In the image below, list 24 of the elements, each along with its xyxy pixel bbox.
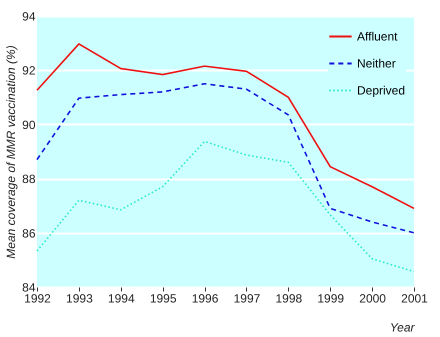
- x-tick-label: 1992: [24, 292, 52, 306]
- y-tick-label: 90: [22, 118, 36, 132]
- x-tick-label: 1996: [192, 292, 219, 306]
- x-tick-label: 2000: [359, 292, 386, 306]
- y-tick-label: 84: [22, 280, 36, 294]
- x-tick-label: 2001: [401, 292, 428, 306]
- y-tick-label: 86: [22, 226, 36, 240]
- line-series: [36, 140, 415, 272]
- x-tick-label: 1993: [66, 292, 94, 306]
- x-axis-title: Year: [390, 320, 416, 334]
- x-tick-label: 1997: [234, 292, 261, 306]
- x-tick-label: 1995: [150, 292, 177, 306]
- y-axis-title: Mean coverage of MMR vaccination (%): [4, 45, 18, 259]
- y-tick-label: 92: [22, 64, 36, 78]
- line-series: [36, 82, 415, 234]
- x-tick-label: 1999: [317, 292, 344, 306]
- x-tick-label: 1998: [275, 292, 303, 306]
- line-series: [36, 43, 415, 210]
- legend-label: Affluent: [357, 30, 398, 44]
- legend-label: Deprived: [357, 84, 406, 98]
- legend-label: Neither: [357, 56, 396, 70]
- y-tick-label: 88: [22, 172, 36, 186]
- y-tick-label: 94: [22, 10, 36, 24]
- x-tick-label: 1994: [108, 292, 135, 306]
